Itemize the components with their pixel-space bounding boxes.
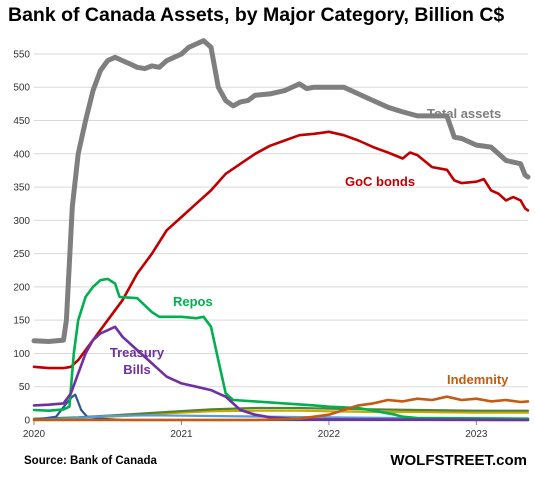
y-tick-label-350: 350 — [13, 183, 30, 194]
series-line-minor-8 — [32, 414, 530, 422]
series-lines — [31, 38, 531, 422]
series-line-treasury-bills — [32, 325, 530, 422]
series-labels: Total assets GoC bonds Repos Treasury Bills I… — [110, 106, 509, 387]
series-line-total-assets — [31, 38, 531, 344]
y-tick-label-450: 450 — [13, 116, 30, 127]
y-tick-label-400: 400 — [13, 149, 30, 160]
chart-title: Bank of Canada Assets, by Major Category… — [8, 4, 505, 26]
series-label-treasury-bills: Treasury Bills — [110, 345, 165, 377]
x-tick-label-2022: 2022 — [318, 429, 341, 440]
x-tick-label-2020: 2020 — [23, 429, 46, 440]
y-tick-label-250: 250 — [13, 249, 30, 260]
source-note: Source: Bank of Canada — [24, 455, 157, 467]
x-tick-label-2023: 2023 — [465, 429, 488, 440]
y-tick-label-550: 550 — [13, 49, 30, 60]
y-tick-label-300: 300 — [13, 216, 30, 227]
series-label-total-assets: Total assets — [427, 106, 501, 121]
series-label-indemnity: Indemnity — [447, 372, 509, 387]
y-tick-label-150: 150 — [13, 316, 30, 327]
brand-logo-text: WOLFSTREET.com — [390, 452, 527, 469]
x-tick-label-2021: 2021 — [170, 429, 193, 440]
y-tick-label-50: 50 — [19, 382, 31, 393]
series-line-indemnity — [32, 395, 530, 422]
series-label-repos: Repos — [173, 294, 213, 309]
y-tick-label-200: 200 — [13, 282, 30, 293]
series-line-goc-bonds — [32, 130, 530, 370]
y-tick-label-0: 0 — [24, 416, 30, 427]
series-label-goc-bonds: GoC bonds — [345, 174, 415, 189]
y-tick-label-100: 100 — [13, 349, 30, 360]
y-tick-label-500: 500 — [13, 83, 30, 94]
